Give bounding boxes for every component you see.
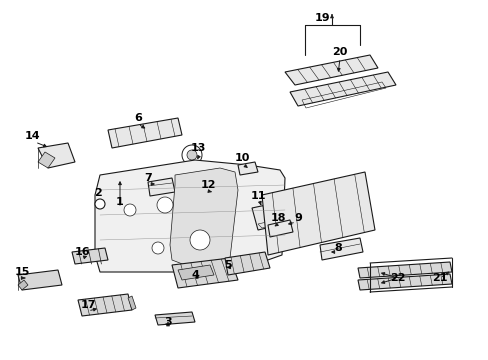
Text: 4: 4: [191, 270, 199, 280]
Circle shape: [306, 202, 314, 211]
Text: 18: 18: [270, 213, 285, 223]
Polygon shape: [178, 265, 214, 280]
Circle shape: [299, 203, 324, 227]
Polygon shape: [224, 252, 269, 275]
Text: 22: 22: [389, 273, 405, 283]
Circle shape: [152, 242, 163, 254]
Text: 11: 11: [250, 191, 265, 201]
Text: 12: 12: [200, 180, 215, 190]
Circle shape: [124, 204, 136, 216]
Text: 9: 9: [293, 213, 301, 223]
Text: 21: 21: [431, 273, 447, 283]
Text: 17: 17: [80, 300, 96, 310]
Text: 16: 16: [74, 247, 90, 257]
Polygon shape: [95, 160, 285, 272]
Text: 14: 14: [24, 131, 40, 141]
Text: 3: 3: [164, 317, 171, 327]
Polygon shape: [198, 184, 223, 202]
Circle shape: [190, 230, 209, 250]
Text: 2: 2: [94, 188, 102, 198]
Text: 8: 8: [333, 243, 341, 253]
Polygon shape: [72, 248, 108, 264]
Polygon shape: [357, 262, 451, 278]
Text: 19: 19: [314, 13, 329, 23]
Polygon shape: [18, 280, 28, 290]
Polygon shape: [267, 220, 292, 237]
Polygon shape: [238, 162, 258, 175]
Polygon shape: [289, 72, 395, 106]
Text: 1: 1: [116, 197, 123, 207]
Circle shape: [186, 150, 197, 160]
Text: 7: 7: [144, 173, 152, 183]
Polygon shape: [285, 55, 377, 85]
Text: 10: 10: [234, 153, 249, 163]
Polygon shape: [108, 118, 182, 148]
Polygon shape: [78, 294, 132, 316]
Polygon shape: [38, 143, 75, 168]
Polygon shape: [262, 172, 374, 255]
Polygon shape: [319, 238, 362, 260]
Polygon shape: [251, 185, 367, 230]
Text: 6: 6: [134, 113, 142, 123]
Circle shape: [333, 197, 341, 205]
Circle shape: [95, 199, 105, 209]
Polygon shape: [148, 178, 175, 196]
Text: 15: 15: [14, 267, 30, 277]
Polygon shape: [357, 274, 451, 290]
Circle shape: [157, 197, 173, 213]
Polygon shape: [128, 296, 136, 310]
Text: 5: 5: [224, 260, 231, 270]
Polygon shape: [38, 152, 55, 168]
Circle shape: [293, 197, 329, 233]
Circle shape: [280, 208, 287, 216]
Text: 13: 13: [190, 143, 205, 153]
Polygon shape: [18, 270, 62, 290]
Polygon shape: [155, 312, 195, 325]
Text: 20: 20: [332, 47, 347, 57]
Polygon shape: [172, 258, 238, 288]
Polygon shape: [170, 168, 238, 265]
Circle shape: [182, 145, 202, 165]
